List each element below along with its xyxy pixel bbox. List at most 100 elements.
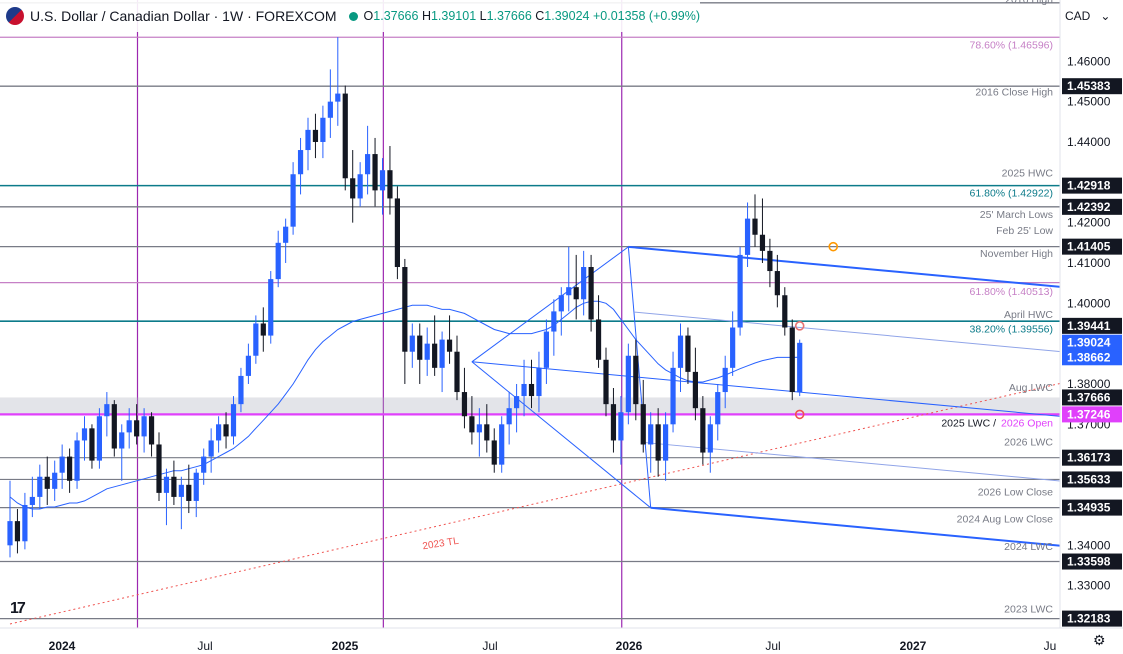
- level-annotation: 2023 LWC: [1004, 604, 1053, 616]
- currency-selector[interactable]: CAD ⌄: [1065, 6, 1115, 26]
- pitchfork-base-line: [627, 246, 652, 508]
- x-tick-label: 2027: [900, 639, 927, 653]
- level-marker-circle: [794, 409, 805, 420]
- y-tick-label: 1.42000: [1067, 216, 1111, 230]
- symbol-title[interactable]: U.S. Dollar / Canadian Dollar · 1W · FOR…: [30, 8, 337, 24]
- candle-body: [581, 267, 587, 300]
- change-value: +0.01358 (+0.99%): [592, 9, 700, 23]
- candle-body: [216, 424, 222, 441]
- candle-body: [67, 456, 73, 481]
- y-tick-label: 1.34000: [1067, 538, 1111, 552]
- candle-body: [260, 323, 266, 336]
- level-annotation: 25' March Lows: [980, 209, 1053, 221]
- level-annotation: 2025 LWC /: [941, 417, 996, 429]
- candle-body: [245, 355, 251, 376]
- price-label-text: 1.35633: [1067, 472, 1111, 486]
- candle-body: [312, 129, 319, 142]
- candle-body: [528, 383, 535, 397]
- candle-body: [603, 359, 609, 405]
- candle-body: [402, 267, 408, 352]
- candle-body: [37, 476, 43, 497]
- level-marker-circle: [794, 321, 805, 331]
- level-annotation: April HWC: [1004, 309, 1053, 321]
- candle-body: [283, 226, 289, 243]
- candle-body: [275, 242, 281, 280]
- level-annotation: 2024 Aug Low Close: [957, 514, 1053, 526]
- candle-body: [730, 327, 736, 368]
- level-annotation: 78.60% (1.46596): [970, 39, 1053, 51]
- price-label-box: [1062, 389, 1122, 406]
- candle-body: [789, 327, 795, 393]
- candle-body: [767, 250, 773, 272]
- candle-body: [186, 484, 192, 501]
- price-label-box: [1062, 499, 1122, 516]
- trendline-2023: [9, 379, 1076, 625]
- candle-body: [290, 174, 296, 227]
- price-label-box: [1062, 78, 1122, 95]
- gear-icon[interactable]: ⚙: [1093, 632, 1106, 648]
- candle-body: [208, 440, 214, 457]
- candle-body: [59, 456, 65, 473]
- candle-body: [744, 218, 751, 255]
- price-label-box: [1062, 349, 1122, 366]
- candle-body: [722, 367, 728, 393]
- x-tick-label: Ju: [1044, 639, 1057, 653]
- ohlc-readout: O1.37666 H1.39101 L1.37666 C1.39024 +0.0…: [363, 9, 700, 23]
- currency-pair-flag-icon: [6, 7, 24, 25]
- candle-body: [506, 408, 512, 425]
- price-label-text: 1.34935: [1067, 501, 1111, 515]
- pitchfork-lower-line: [650, 506, 1123, 553]
- time-axis-background: [0, 628, 1123, 654]
- candle-body: [342, 93, 348, 179]
- candle-body: [677, 335, 684, 368]
- price-label-text: 1.38662: [1067, 350, 1111, 364]
- candle-body: [595, 319, 602, 360]
- price-label-text: 1.36173: [1067, 451, 1111, 465]
- price-label-box: [1062, 238, 1122, 255]
- currency-label[interactable]: CAD: [1065, 9, 1091, 23]
- candle-body: [350, 178, 356, 199]
- level-annotation: 2026 Low Close: [978, 486, 1053, 498]
- candle-body: [558, 295, 564, 312]
- price-label-text: 1.32183: [1067, 612, 1111, 626]
- candle-body: [193, 472, 199, 501]
- candle-body: [737, 254, 743, 328]
- candle-body: [238, 375, 244, 405]
- price-label-box: [1062, 553, 1122, 570]
- candle-body: [797, 342, 803, 393]
- candle-body: [163, 476, 170, 493]
- price-label-box: [1062, 471, 1122, 488]
- price-label-text: 1.37666: [1067, 390, 1111, 404]
- candle-body: [201, 456, 207, 473]
- candle-body: [759, 234, 766, 251]
- candle-body: [588, 267, 594, 320]
- candle-body: [454, 351, 460, 393]
- candle-body: [81, 428, 88, 441]
- price-label-text: 1.42392: [1067, 200, 1111, 214]
- pitchfork-inner-line: [645, 442, 1123, 488]
- open-value: 1.37666: [373, 9, 419, 23]
- candle-body: [171, 476, 177, 497]
- candle-body: [14, 521, 21, 542]
- candle-body: [566, 287, 572, 296]
- candle-body: [148, 416, 155, 445]
- candle-body: [573, 287, 579, 300]
- candle-body: [625, 355, 631, 413]
- pitchfork-median-line: [471, 361, 1123, 423]
- level-annotation: 2024 LWC: [1004, 541, 1053, 553]
- candle-body: [44, 476, 50, 489]
- candle-body: [484, 424, 490, 441]
- y-tick-label: 1.38000: [1067, 377, 1111, 391]
- x-tick-label: Jul: [197, 639, 212, 653]
- pitchfork-handle-line: [471, 246, 629, 363]
- candle-body: [379, 170, 386, 191]
- level-annotation: November High: [980, 248, 1053, 260]
- candle-body: [268, 279, 274, 336]
- chevron-down-icon[interactable]: ⌄: [1100, 9, 1111, 23]
- candle-body: [409, 335, 415, 352]
- price-label-box: [1062, 317, 1122, 334]
- candle-body: [365, 154, 371, 175]
- candle-body: [655, 424, 661, 461]
- candle-body: [648, 424, 654, 445]
